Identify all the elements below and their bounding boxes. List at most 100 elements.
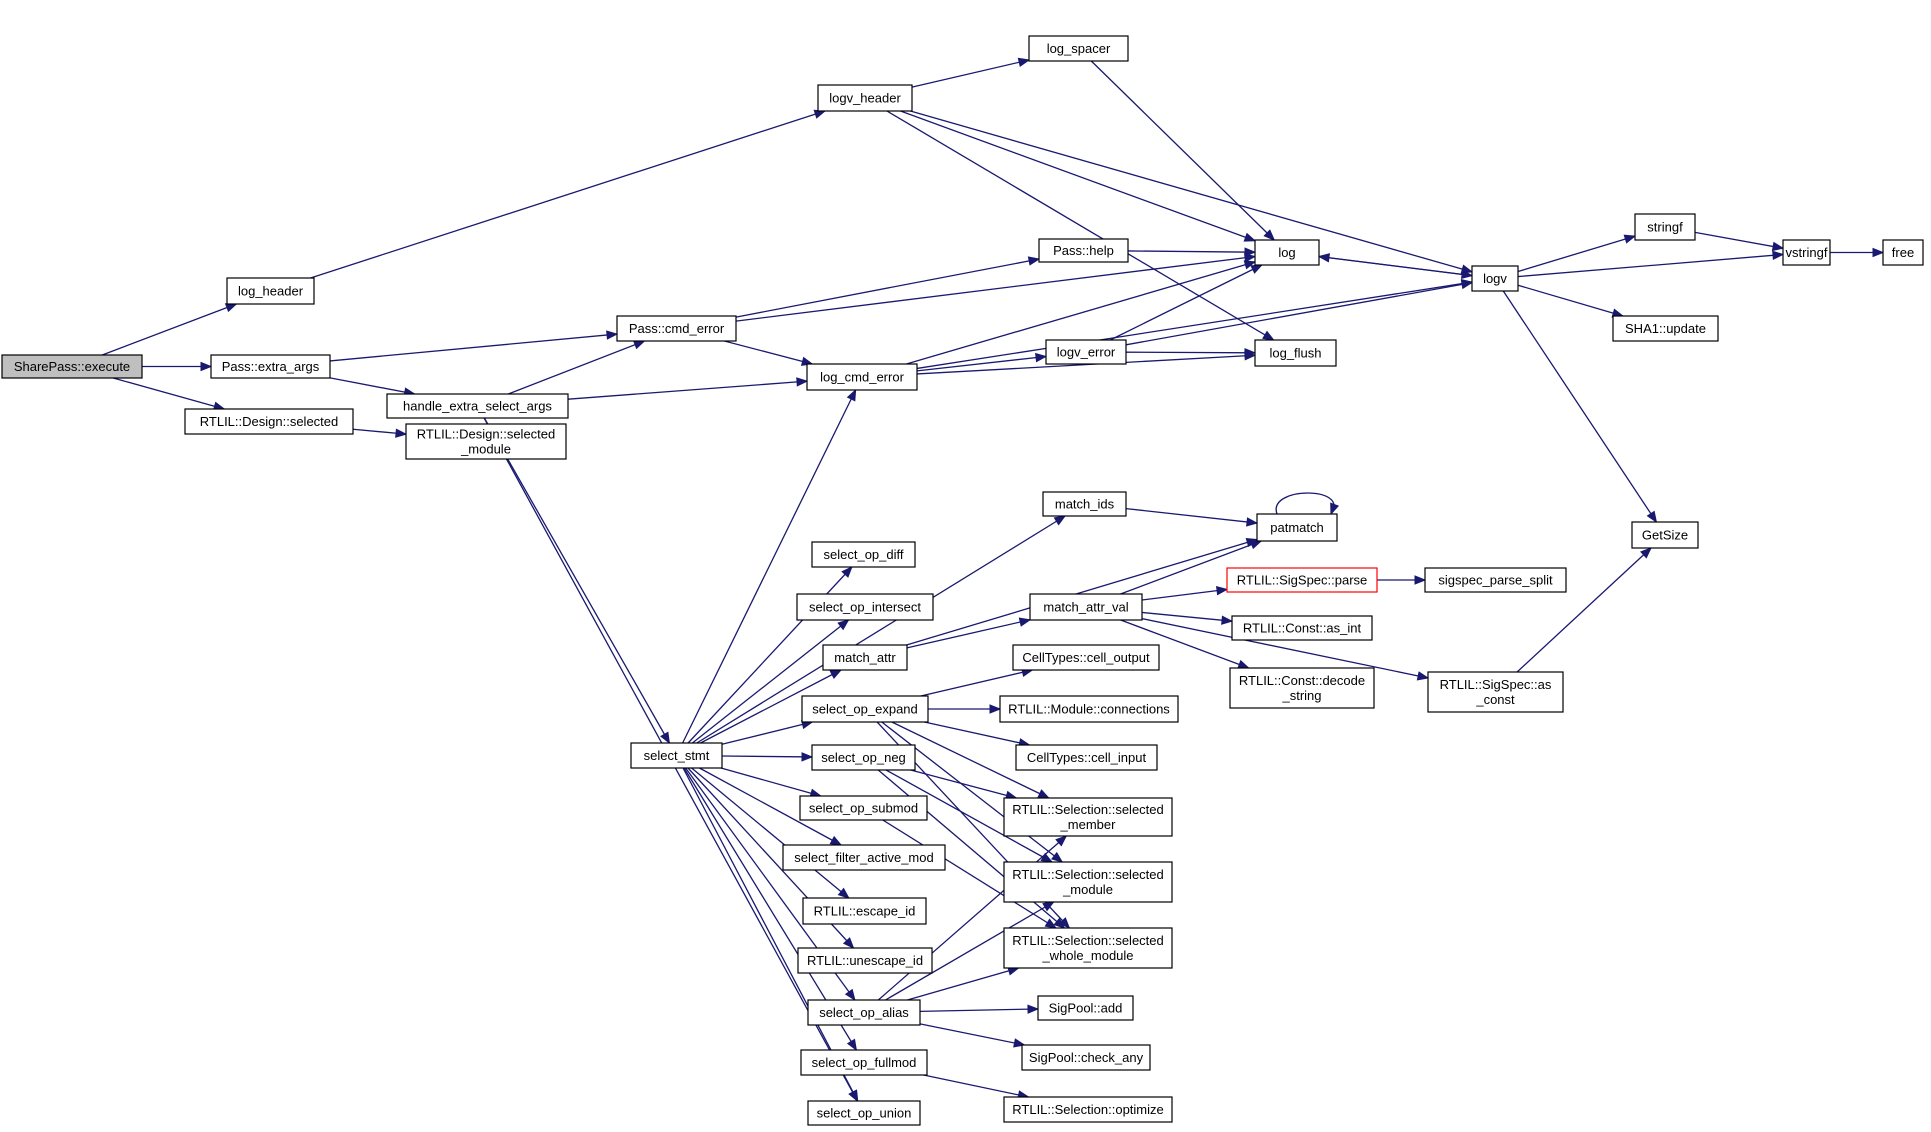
edge-arrowhead (1646, 510, 1658, 524)
node-selection-optimize[interactable]: RTLIL::Selection::optimize (1003, 1096, 1173, 1123)
node-handle-extra-select-args[interactable]: handle_extra_select_args (386, 393, 569, 419)
edge-line (916, 281, 1473, 370)
edge-arrowhead (1771, 241, 1785, 252)
node-sigspec-parse[interactable]: RTLIL::SigSpec::parse (1226, 567, 1378, 593)
node-module-connections[interactable]: RTLIL::Module::connections (999, 695, 1179, 723)
node-select-op-submod[interactable]: select_op_submod (799, 795, 928, 821)
node-unescape-id[interactable]: RTLIL::unescape_id (797, 947, 933, 974)
node-label: RTLIL::Module::connections (1008, 701, 1170, 716)
edge-line (1141, 611, 1233, 622)
edge-arrowhead (846, 1038, 858, 1052)
edge-arrowhead (841, 566, 853, 578)
node-label: _string (1281, 688, 1321, 703)
node-label: select_op_union (817, 1105, 912, 1120)
node-sigpool-add[interactable]: SigPool::add (1037, 995, 1134, 1021)
edge-line (906, 538, 1258, 646)
node-match-attr-val[interactable]: match_attr_val (1029, 593, 1143, 621)
node-box (1471, 265, 1519, 292)
edge-arrowhead (844, 988, 856, 1002)
edge-arrowhead (1051, 851, 1064, 863)
edge-select-op-expand-to-celltypes-cell-input (924, 721, 1031, 748)
node-select-op-alias[interactable]: select_op_alias (807, 999, 921, 1026)
edge-arrowhead (848, 1089, 859, 1103)
node-box (630, 742, 723, 769)
node-const-as-int[interactable]: RTLIL::Const::as_int (1231, 615, 1373, 641)
node-logv-header[interactable]: logv_header (817, 84, 913, 112)
node-select-filter-active-mod[interactable]: select_filter_active_mod (782, 844, 946, 871)
node-log[interactable]: log (1254, 239, 1320, 266)
node-pass-extra-args[interactable]: Pass::extra_args (210, 354, 331, 379)
node-design-selected[interactable]: RTLIL::Design::selected (184, 408, 354, 435)
edge-line (113, 377, 225, 410)
node-selection-selected-module[interactable]: RTLIL::Selection::selected_module (1003, 861, 1173, 903)
node-logv[interactable]: logv (1471, 265, 1519, 292)
node-select-stmt[interactable]: select_stmt (630, 742, 723, 769)
node-select-op-diff[interactable]: select_op_diff (811, 541, 916, 568)
edge-logv-to-log (1317, 253, 1473, 277)
edge-line (735, 255, 1256, 322)
node-design-selected-module[interactable]: RTLIL::Design::selected_module (405, 423, 567, 460)
edge-line (1125, 281, 1473, 346)
edge-line (910, 769, 1017, 799)
node-box (1427, 671, 1564, 713)
node-logv-error[interactable]: logv_error (1045, 339, 1127, 365)
node-select-op-union[interactable]: select_op_union (807, 1100, 921, 1126)
node-sigspec-parse-split[interactable]: sigspec_parse_split (1424, 567, 1567, 593)
node-vstringf[interactable]: vstringf (1782, 239, 1831, 266)
edge-logv-header-to-log-flush (886, 110, 1275, 341)
node-box (1038, 238, 1129, 263)
node-celltypes-cell-input[interactable]: CellTypes::cell_input (1015, 744, 1158, 771)
node-free[interactable]: free (1882, 239, 1924, 266)
node-celltypes-cell-output[interactable]: CellTypes::cell_output (1012, 644, 1160, 671)
edge-line (886, 110, 1274, 341)
node-selection-selected-member[interactable]: RTLIL::Selection::selected_member (1003, 797, 1173, 837)
node-sigpool-check-any[interactable]: SigPool::check_any (1021, 1044, 1151, 1071)
node-label: _module (460, 441, 511, 456)
node-match-ids[interactable]: match_ids (1042, 491, 1127, 517)
node-getsize[interactable]: GetSize (1631, 521, 1699, 549)
node-label: RTLIL::SigSpec::parse (1237, 572, 1368, 587)
node-log-header[interactable]: log_header (226, 277, 315, 305)
node-pass-help[interactable]: Pass::help (1038, 238, 1129, 263)
node-select-op-expand[interactable]: select_op_expand (801, 695, 929, 723)
edge-line (910, 110, 1473, 273)
edge-line (721, 755, 813, 758)
node-select-op-intersect[interactable]: select_op_intersect (796, 593, 934, 621)
node-label: vstringf (1786, 245, 1828, 260)
node-sigspec-as-const[interactable]: RTLIL::SigSpec::as_const (1427, 671, 1564, 713)
edge-line (1516, 547, 1652, 673)
edge-line (724, 340, 813, 365)
node-label: SigPool::check_any (1029, 1050, 1144, 1065)
node-const-decode-string[interactable]: RTLIL::Const::decode_string (1229, 667, 1375, 709)
node-escape-id[interactable]: RTLIL::escape_id (802, 897, 927, 925)
edge-line (329, 377, 415, 395)
node-stringf[interactable]: stringf (1634, 213, 1696, 241)
edge-match-attr-val-to-sigspec-as-const (1141, 617, 1430, 681)
node-box (1231, 615, 1373, 641)
node-match-attr[interactable]: match_attr (822, 644, 908, 671)
node-log-cmd-error[interactable]: log_cmd_error (806, 363, 918, 391)
node-selection-selected-whole-module[interactable]: RTLIL::Selection::selected_whole_module (1003, 927, 1173, 969)
node-log-flush[interactable]: log_flush (1254, 339, 1337, 367)
node-label: RTLIL::unescape_id (807, 953, 923, 968)
node-box (782, 844, 946, 871)
node-label: select_op_fullmod (812, 1055, 917, 1070)
edge-line (1120, 619, 1249, 669)
node-select-op-fullmod[interactable]: select_op_fullmod (800, 1049, 928, 1076)
edge-line (906, 261, 1256, 365)
edge-line (567, 380, 808, 400)
node-patmatch[interactable]: patmatch (1256, 513, 1338, 542)
edge-vstringf-to-free (1830, 247, 1885, 258)
node-select-op-neg[interactable]: select_op_neg (811, 744, 916, 771)
edge-logv-error-to-log-flush (1125, 348, 1257, 358)
node-sharepass-execute[interactable]: SharePass::execute (1, 354, 143, 379)
node-box (616, 315, 737, 342)
node-sha1-update[interactable]: SHA1::update (1612, 315, 1719, 342)
node-box (1882, 239, 1924, 266)
node-label: log_flush (1269, 345, 1321, 360)
node-label: Pass::extra_args (222, 359, 320, 374)
edge-line (310, 110, 826, 279)
edge-sharepass-execute-to-design-selected (113, 377, 226, 411)
node-log-spacer[interactable]: log_spacer (1028, 35, 1129, 62)
node-pass-cmd-error[interactable]: Pass::cmd_error (616, 315, 737, 342)
